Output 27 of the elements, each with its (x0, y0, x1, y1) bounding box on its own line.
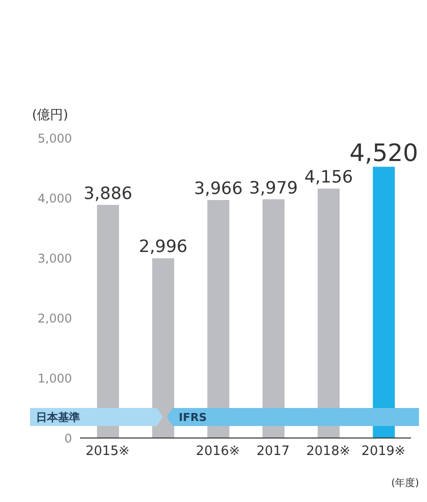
bar (152, 258, 174, 438)
x-tick-label: 2018※ (306, 444, 350, 460)
y-axis-title: (億円) (32, 107, 68, 124)
data-label: 4,520 (349, 138, 418, 167)
bar (97, 204, 119, 438)
annotation: IFRS (178, 411, 207, 424)
x-tick-label: 2016※ (196, 444, 240, 460)
annotation: 日本基準 (36, 411, 80, 424)
y-tick-label: 4,000 (38, 191, 72, 206)
x-tick-label: 2017 (256, 444, 290, 460)
y-tick-label: 5,000 (38, 131, 72, 146)
y-tick-label: 3,000 (38, 251, 72, 266)
x-tick-label: 2019※ (361, 444, 406, 460)
y-tick-label: 1,000 (38, 371, 72, 386)
bar (262, 199, 284, 438)
data-label: 3,966 (194, 179, 243, 200)
data-label: 2,996 (138, 237, 188, 258)
x-axis-title: (年度) (391, 476, 419, 490)
data-label: 3,886 (84, 184, 132, 204)
bar (372, 166, 395, 438)
bar (318, 188, 340, 438)
y-tick-label: 0 (64, 431, 72, 446)
y-tick-label: 2,000 (38, 311, 72, 326)
x-tick-label: 2015※ (86, 444, 130, 460)
data-label: 4,156 (304, 168, 354, 188)
bar (207, 200, 230, 438)
data-label: 3,979 (249, 178, 298, 198)
